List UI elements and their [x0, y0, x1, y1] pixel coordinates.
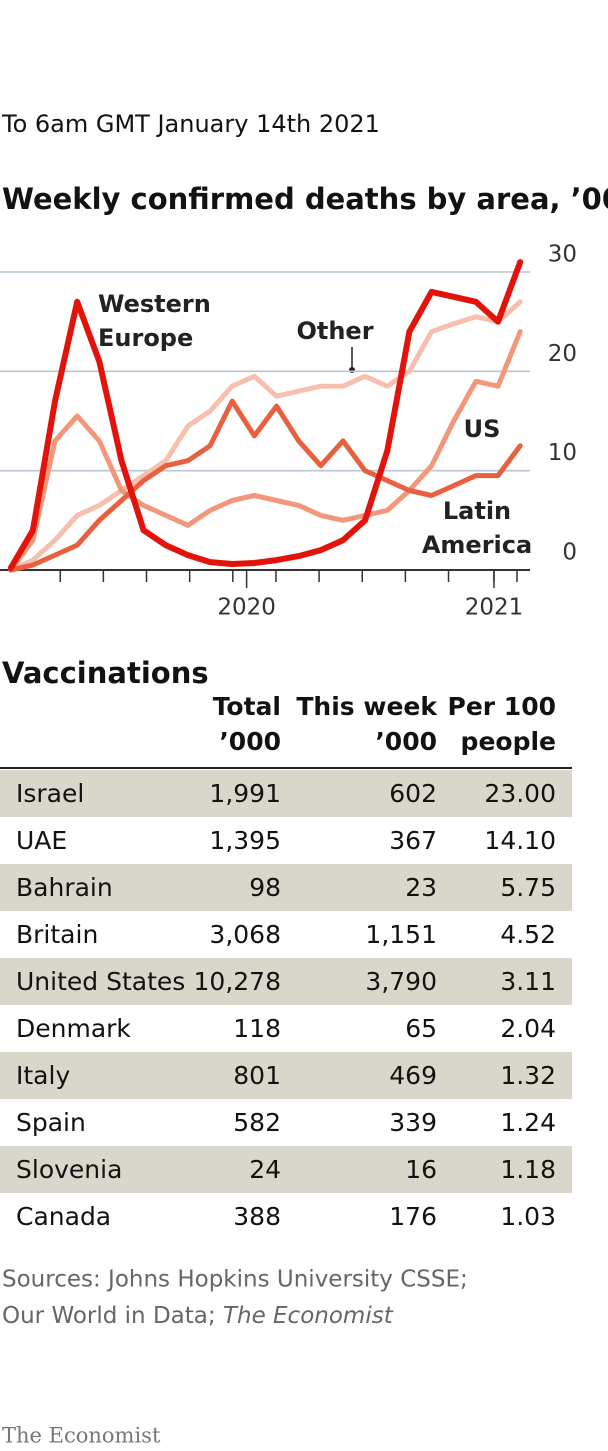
table-cell: 16 [405, 1155, 437, 1184]
table-cell: 3,790 [365, 967, 437, 996]
series-line [8, 398, 523, 573]
sources: The Economist [223, 1303, 394, 1329]
table-cell: 1.32 [500, 1061, 556, 1090]
sources: Sources: Johns Hopkins University CSSE; [2, 1267, 468, 1293]
table-cell: 582 [233, 1108, 281, 1137]
row-label: Italy [16, 1061, 70, 1090]
table-cell: 5.75 [500, 873, 556, 902]
column-header: Total [213, 692, 281, 721]
row-label: UAE [16, 826, 67, 855]
table-cell: 10,278 [194, 967, 281, 996]
column-header: ’000 [219, 727, 281, 756]
table-cell: 469 [389, 1061, 437, 1090]
row-label: Britain [16, 920, 98, 949]
table-cell: 1,151 [365, 920, 437, 949]
series-label: Other [296, 317, 373, 345]
row-label: Bahrain [16, 873, 113, 902]
table-cell: 2.04 [500, 1014, 556, 1043]
table-cell: 3.11 [500, 967, 556, 996]
subtitle: To 6am GMT January 14th 2021 [1, 110, 380, 138]
table-cell: 1,991 [209, 779, 281, 808]
row-label: Denmark [16, 1014, 131, 1043]
column-header: This week [296, 692, 438, 721]
table-cell: 339 [389, 1108, 437, 1137]
table-cell: 4.52 [500, 920, 556, 949]
table-cell: 801 [233, 1061, 281, 1090]
row-label: Israel [16, 779, 84, 808]
table-cell: 388 [233, 1202, 281, 1231]
row-label: Spain [16, 1108, 86, 1137]
row-shade [0, 864, 572, 911]
row-shade [0, 1052, 572, 1099]
table-cell: 98 [249, 873, 281, 902]
row-label: Slovenia [16, 1155, 122, 1184]
table-cell: 65 [405, 1014, 437, 1043]
table-cell: 1.18 [500, 1155, 556, 1184]
table-title: Vaccinations [2, 656, 209, 690]
table-cell: 24 [249, 1155, 281, 1184]
column-header: people [461, 727, 556, 756]
series-line [8, 329, 523, 573]
table-cell: 118 [233, 1014, 281, 1043]
table-cell: 14.10 [484, 826, 556, 855]
table-cell: 23.00 [484, 779, 556, 808]
y-tick-label: 0 [562, 540, 577, 566]
row-shade [0, 770, 572, 817]
table-cell: 23 [405, 873, 437, 902]
table-cell: 1.03 [500, 1202, 556, 1231]
row-shade [0, 958, 572, 1005]
series-label: US [464, 415, 501, 443]
column-header: Per 100 [448, 692, 557, 721]
column-header: ’000 [375, 727, 437, 756]
y-tick-label: 20 [548, 341, 577, 367]
row-label: United States [16, 967, 185, 996]
y-tick-label: 10 [548, 440, 577, 466]
table-cell: 602 [389, 779, 437, 808]
series-line [8, 299, 523, 573]
table-cell: 1,395 [209, 826, 281, 855]
x-tick-label: 2020 [217, 595, 276, 621]
table-cell: 176 [389, 1202, 437, 1231]
series-label: Latin America [422, 497, 532, 559]
y-tick-label: 30 [548, 242, 577, 268]
table-cell: 1.24 [500, 1108, 556, 1137]
series-line [7, 259, 524, 571]
table-cell: 3,068 [209, 920, 281, 949]
x-tick-label: 2021 [465, 595, 524, 621]
sources: Our World in Data; The Economist [2, 1303, 394, 1329]
chart-title: Weekly confirmed deaths by area, ’000 [2, 182, 608, 216]
row-label: Canada [16, 1202, 111, 1231]
brand: The Economist [2, 1424, 161, 1448]
series-label: Western Europe [98, 290, 211, 352]
table-cell: 367 [389, 826, 437, 855]
sources: Our World in Data; [2, 1303, 216, 1329]
row-shade [0, 1146, 572, 1193]
